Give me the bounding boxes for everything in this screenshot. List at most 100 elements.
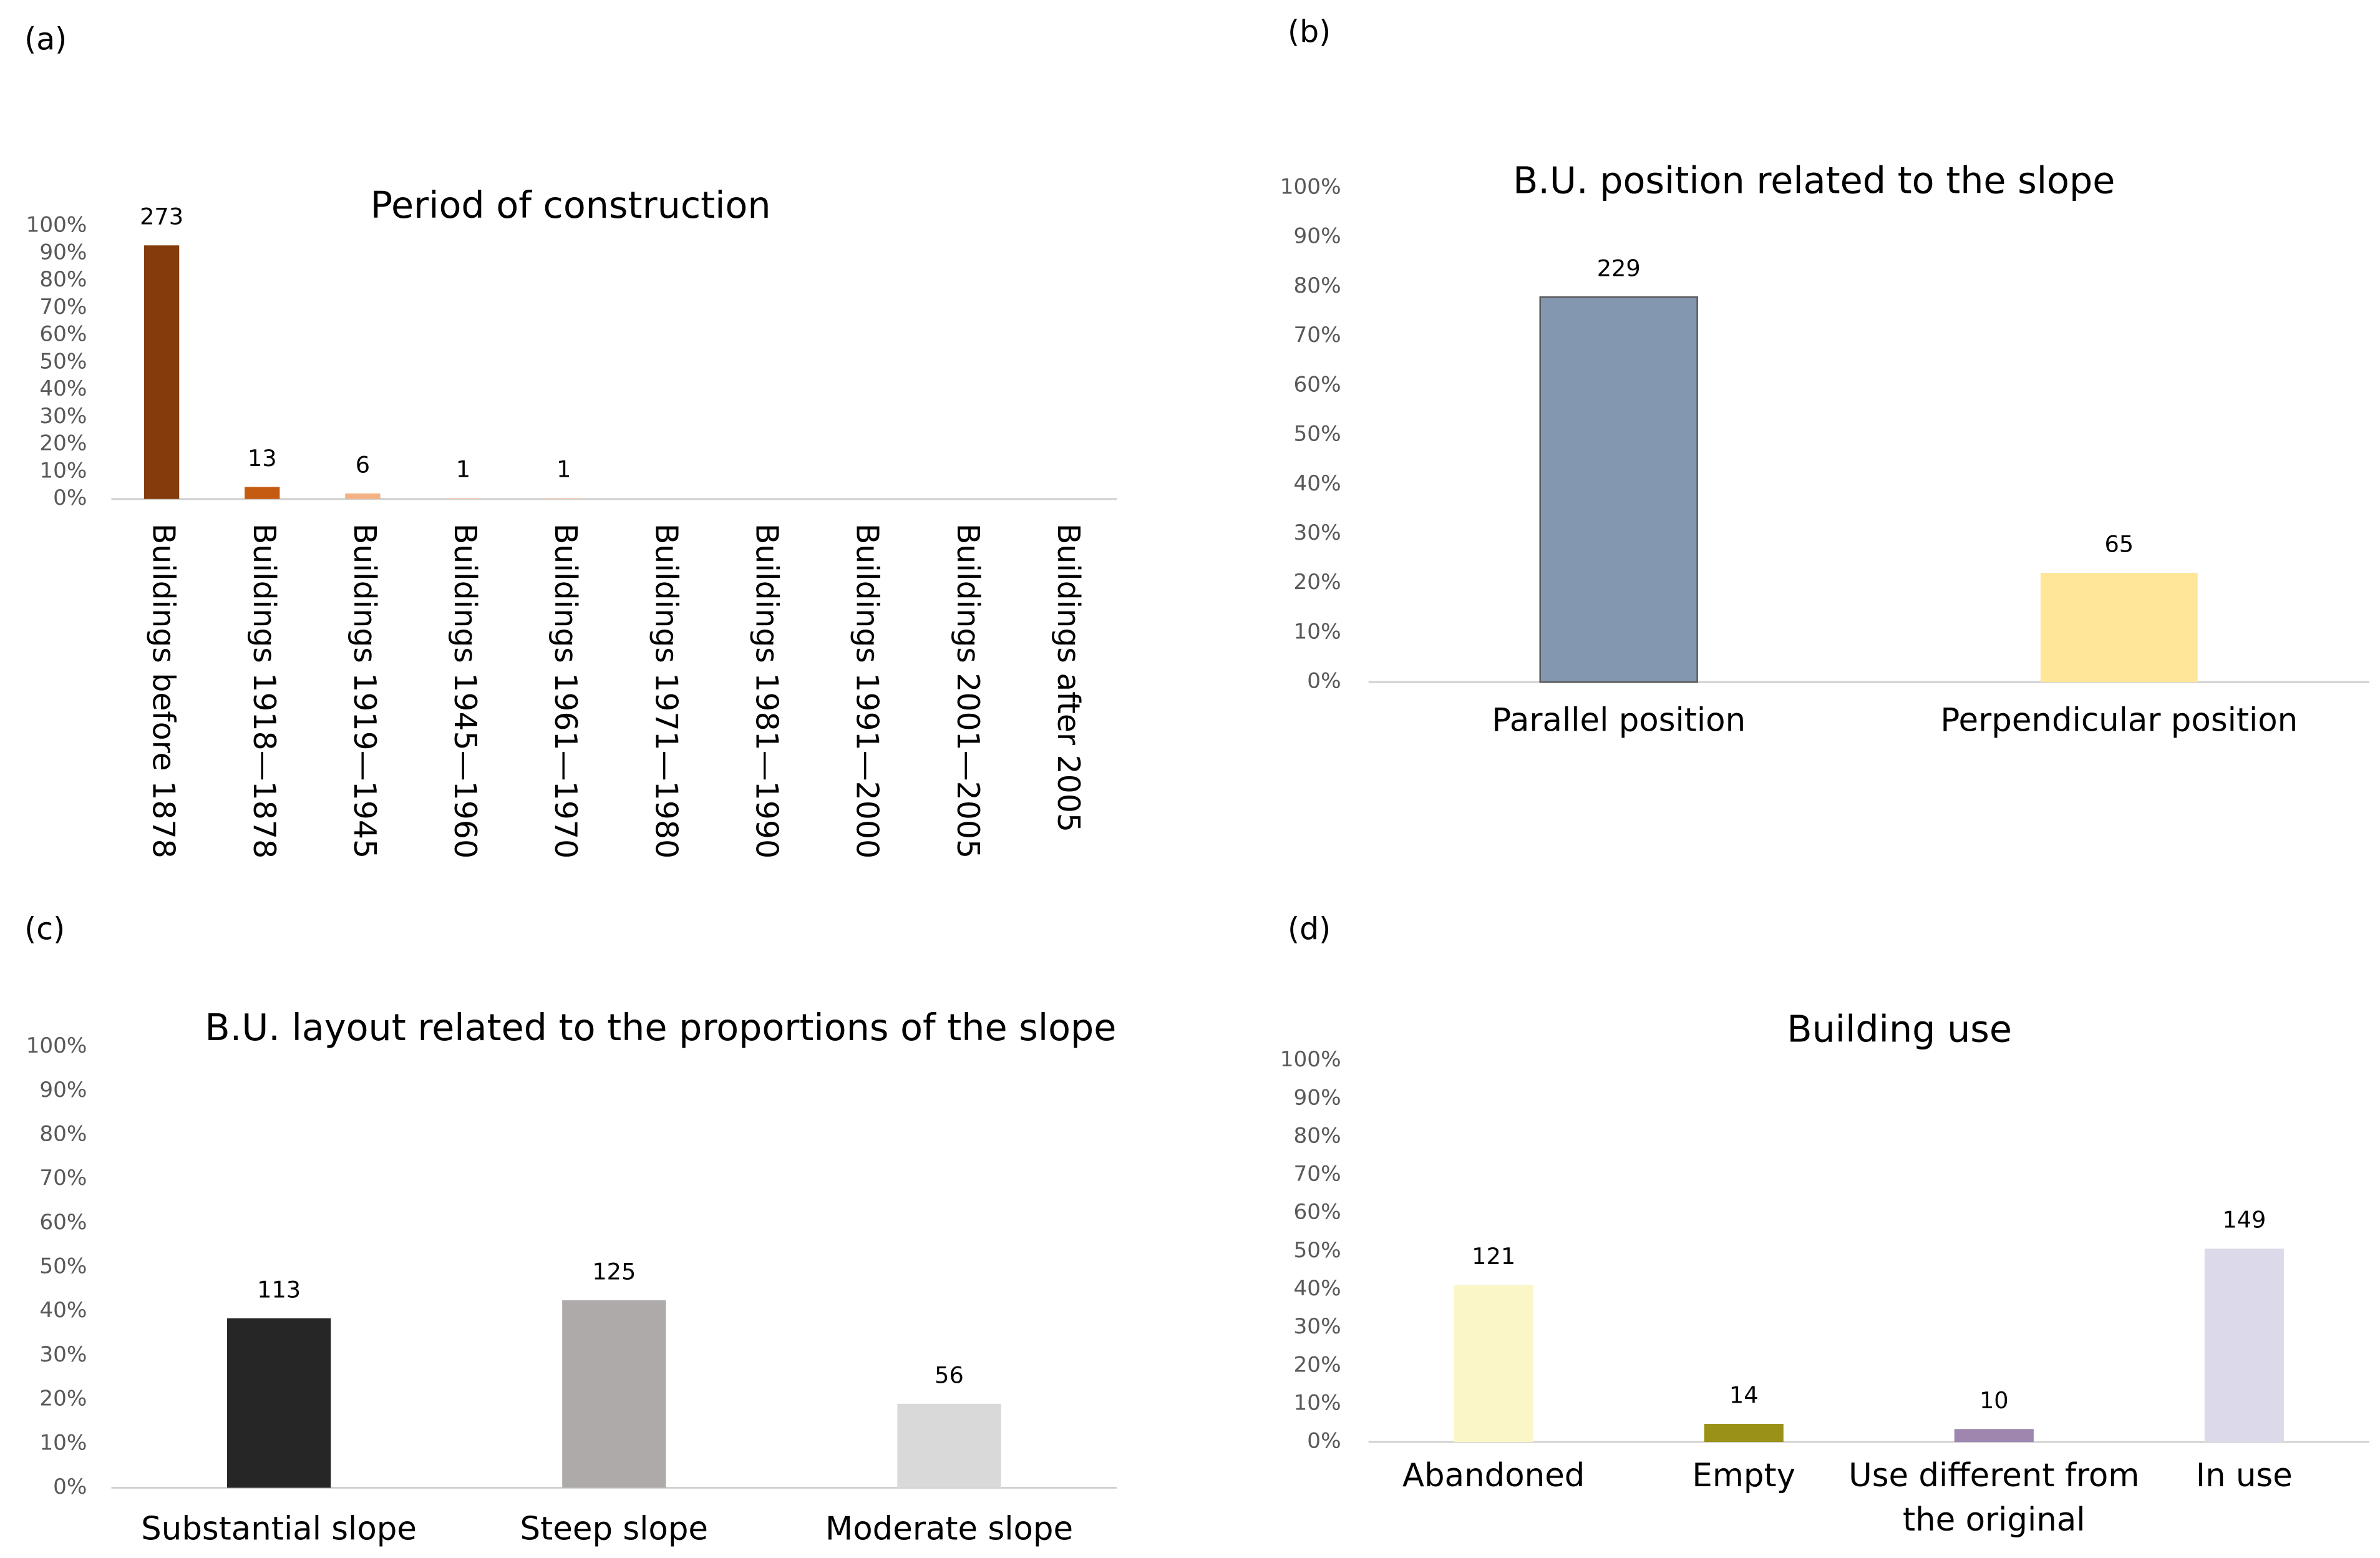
y-tick-label: 50% xyxy=(39,1254,87,1279)
data-label: 10 xyxy=(1979,1387,2009,1414)
x-tick-label: Buildings 1945—1960 xyxy=(447,523,483,859)
x-tick-label: Buildings 1961—1970 xyxy=(548,523,583,859)
panel-label: (b) xyxy=(1288,14,1331,49)
y-tick-label: 50% xyxy=(39,349,87,374)
chart-title: B.U. position related to the slope xyxy=(1513,160,2115,202)
x-tick-label: Parallel position xyxy=(1492,702,1746,739)
x-tick-label: Substantial slope xyxy=(141,1511,417,1547)
x-tick-label-box: Abandoned xyxy=(1402,1457,1585,1494)
data-label: 229 xyxy=(1597,255,1641,282)
bar xyxy=(1954,1429,2034,1443)
bar xyxy=(2204,1249,2284,1443)
y-tick-label: 10% xyxy=(39,1430,87,1455)
y-tick-label: 70% xyxy=(1294,1162,1341,1187)
data-label: 6 xyxy=(356,451,370,478)
x-tick-label: Moderate slope xyxy=(825,1511,1074,1547)
data-label: 14 xyxy=(1729,1381,1759,1408)
x-tick-label: Buildings 2001—2005 xyxy=(950,523,986,859)
y-tick-label: 20% xyxy=(1294,1352,1341,1377)
y-tick-label: 10% xyxy=(1294,1390,1341,1415)
y-tick-label: 100% xyxy=(26,213,87,238)
panel-label: (d) xyxy=(1288,911,1331,947)
bar xyxy=(1704,1423,1784,1443)
panel-label: (c) xyxy=(24,911,65,947)
y-tick-label: 20% xyxy=(39,1386,87,1411)
y-tick-label: 90% xyxy=(1294,224,1341,249)
y-tick-label: 20% xyxy=(1294,570,1341,595)
x-tick-label: Abandoned xyxy=(1402,1457,1585,1494)
data-label: 1 xyxy=(456,456,470,483)
y-tick-label: 20% xyxy=(39,431,87,456)
y-tick-label: 90% xyxy=(39,240,87,265)
y-tick-label: 30% xyxy=(39,1342,87,1367)
y-tick-label: 60% xyxy=(1294,372,1341,397)
data-label: 1 xyxy=(556,456,571,483)
y-tick-label: 100% xyxy=(1280,174,1341,199)
x-tick-label: Steep slope xyxy=(520,1511,709,1547)
y-tick-label: 40% xyxy=(39,1298,87,1323)
x-tick-label: Buildings 1918—1878 xyxy=(246,523,282,859)
data-label: 113 xyxy=(257,1276,301,1303)
x-tick-label-box: Parallel position xyxy=(1492,702,1746,739)
y-tick-label: 80% xyxy=(39,267,87,292)
data-label: 65 xyxy=(2104,531,2134,558)
bar xyxy=(1539,296,1698,683)
x-tick-label: Use different from the original xyxy=(1848,1457,2140,1539)
data-label: 56 xyxy=(935,1361,964,1388)
bar xyxy=(245,487,280,499)
y-tick-label: 70% xyxy=(39,295,87,319)
x-tick-label-box: Substantial slope xyxy=(141,1511,417,1547)
chart-title: Period of construction xyxy=(371,184,771,226)
y-tick-label: 100% xyxy=(1280,1047,1341,1072)
y-tick-label: 10% xyxy=(39,458,87,483)
y-tick-label: 40% xyxy=(1294,471,1341,496)
y-tick-label: 80% xyxy=(1294,1123,1341,1148)
bar xyxy=(445,498,481,499)
data-label: 121 xyxy=(1472,1243,1515,1270)
x-tick-label: Buildings 1971—1980 xyxy=(648,523,684,859)
x-tick-label-box: Empty xyxy=(1692,1457,1796,1494)
x-tick-label: Perpendicular position xyxy=(1940,702,2298,739)
y-tick-label: 60% xyxy=(1294,1200,1341,1225)
y-tick-label: 60% xyxy=(39,322,87,347)
x-tick-label-box: Steep slope xyxy=(520,1511,709,1547)
y-tick-label: 10% xyxy=(1294,619,1341,644)
chart-title: B.U. layout related to the proportions o… xyxy=(205,1006,1116,1049)
y-tick-label: 80% xyxy=(1294,273,1341,298)
x-tick-label: Buildings after 2005 xyxy=(1051,523,1086,832)
bar xyxy=(143,245,180,499)
y-tick-label: 30% xyxy=(1294,1314,1341,1339)
data-label: 149 xyxy=(2222,1207,2266,1234)
x-tick-label: Buildings 1981—1990 xyxy=(749,523,785,859)
data-label: 273 xyxy=(140,203,183,230)
panel-label: (a) xyxy=(24,22,67,57)
bar xyxy=(2040,573,2198,683)
x-tick-label-box: In use xyxy=(2195,1457,2293,1494)
x-tick-label-box: Moderate slope xyxy=(825,1511,1074,1547)
y-tick-label: 80% xyxy=(39,1122,87,1147)
x-tick-label: In use xyxy=(2195,1457,2293,1494)
y-tick-label: 100% xyxy=(26,1033,87,1058)
data-label: 125 xyxy=(592,1258,636,1285)
y-tick-label: 40% xyxy=(39,376,87,401)
x-tick-label: Buildings 1991—2000 xyxy=(850,523,885,859)
bar xyxy=(546,498,581,499)
x-tick-label-box: Use different from the original xyxy=(1848,1457,2140,1539)
y-tick-label: 0% xyxy=(53,485,87,510)
y-tick-label: 90% xyxy=(39,1078,87,1103)
x-tick-label-box: Perpendicular position xyxy=(1940,702,2298,739)
bar xyxy=(345,493,381,499)
bar xyxy=(897,1403,1001,1488)
y-tick-label: 50% xyxy=(1294,422,1341,447)
chart-title: Building use xyxy=(1787,1008,2012,1050)
x-tick-label: Empty xyxy=(1692,1457,1796,1494)
y-tick-label: 70% xyxy=(1294,323,1341,348)
bar xyxy=(562,1300,666,1488)
y-tick-label: 50% xyxy=(1294,1238,1341,1263)
y-tick-label: 40% xyxy=(1294,1276,1341,1301)
y-tick-label: 60% xyxy=(39,1210,87,1235)
y-tick-label: 0% xyxy=(1307,1429,1341,1454)
y-tick-label: 0% xyxy=(1307,669,1341,694)
y-tick-label: 70% xyxy=(39,1166,87,1190)
